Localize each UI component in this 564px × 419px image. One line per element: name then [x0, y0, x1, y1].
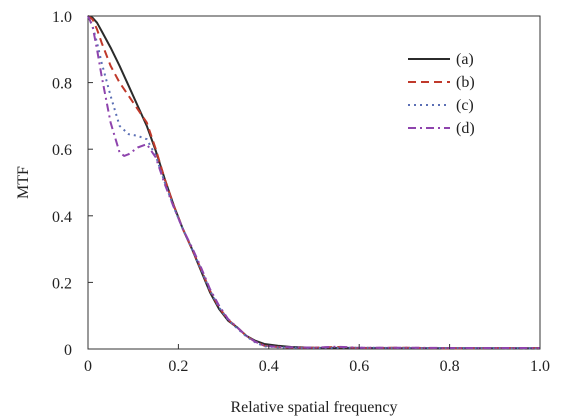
legend: (a) (b) (c) (d) — [408, 51, 475, 137]
series-layer — [87, 15, 541, 350]
y-axis-label: MTF — [15, 166, 32, 199]
series-line-d — [87, 15, 540, 349]
legend-label-d: (d) — [456, 120, 475, 137]
x-tick-label: 1.0 — [530, 358, 550, 375]
y-tick-label: 1.0 — [52, 9, 72, 26]
x-tick-label: 0.2 — [168, 358, 188, 375]
x-tick-label: 0.4 — [259, 358, 279, 375]
legend-label-c: (c) — [456, 97, 474, 114]
y-tick-label: 0.8 — [52, 76, 72, 93]
x-tick-label: 0.6 — [349, 358, 369, 375]
y-tick-label: 0 — [64, 342, 72, 359]
plot-area — [87, 15, 541, 350]
legend-label-b: (b) — [456, 74, 475, 91]
series-line-c — [87, 15, 541, 350]
y-tick-label: 0.2 — [52, 275, 72, 292]
legend-label-a: (a) — [456, 51, 474, 68]
x-tick-label: 0 — [84, 358, 92, 375]
x-tick-label: 0.8 — [440, 358, 460, 375]
plot-border — [87, 15, 541, 350]
y-tick-label: 0.4 — [52, 209, 72, 226]
y-tick-label: 0.6 — [52, 142, 72, 159]
x-axis-label: Relative spatial frequency — [230, 399, 397, 416]
ticks-layer: 0 0.2 0.4 0.6 0.8 1.0 0 0.2 0.4 0.6 0.8 1.0 — [52, 9, 550, 375]
